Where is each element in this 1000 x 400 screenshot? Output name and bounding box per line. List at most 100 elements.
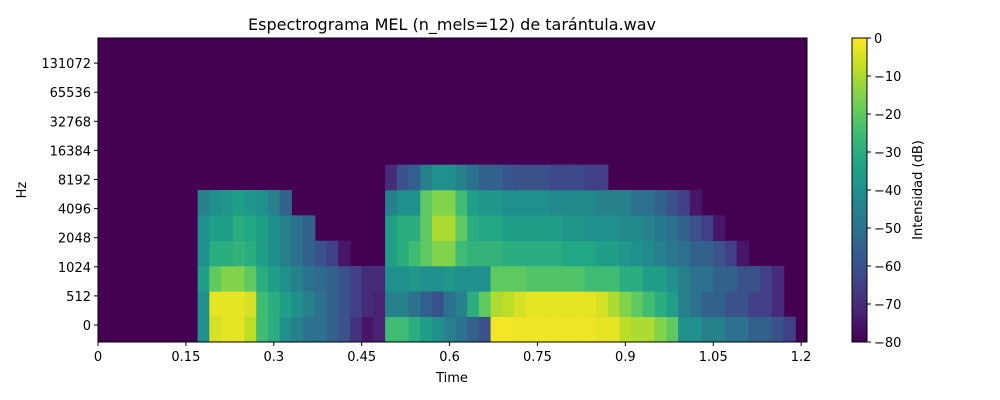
heatmap-cell (408, 190, 421, 216)
heatmap-cell (209, 240, 222, 267)
y-tick-label: 2048 (58, 232, 91, 247)
heatmap-cell (525, 190, 539, 216)
heatmap-cell (431, 215, 445, 241)
heatmap-cell (642, 215, 656, 241)
heatmap-cell (467, 266, 480, 292)
heatmap-cell (607, 215, 621, 241)
y-tick-label: 16384 (50, 144, 91, 159)
heatmap-cell (678, 266, 691, 292)
colorbar-tick-label: 0 (874, 32, 882, 47)
heatmap-cell (443, 316, 457, 343)
heatmap-cell (666, 190, 679, 216)
colorbar-tick-label: −40 (874, 184, 901, 199)
heatmap-cell (537, 291, 550, 317)
heatmap-cell (279, 266, 292, 292)
heatmap-cell (572, 215, 585, 241)
heatmap-cell (584, 240, 597, 267)
heatmap-cell (783, 316, 796, 343)
heatmap-cell (455, 164, 468, 191)
heatmap-cell (736, 291, 750, 317)
heatmap-cell (303, 291, 316, 317)
heatmap-cell (572, 316, 585, 343)
heatmap-cell (256, 190, 269, 216)
heatmap-cell (467, 215, 480, 241)
heatmap-cell (420, 240, 433, 267)
heatmap-cell (549, 215, 562, 241)
heatmap-cell (209, 316, 222, 343)
heatmap-cell (467, 190, 480, 216)
heatmap-cell (326, 240, 339, 267)
heatmap-cell (267, 291, 281, 317)
heatmap-cell (232, 266, 246, 292)
heatmap-cell (267, 266, 281, 292)
heatmap-cells (98, 38, 807, 343)
heatmap-cell (431, 164, 445, 191)
heatmap-cell (349, 266, 363, 292)
heatmap-cell (525, 240, 539, 267)
heatmap-cell (326, 316, 339, 343)
heatmap-cell (689, 215, 703, 241)
heatmap-cell (514, 240, 527, 267)
y-tick-label: 8192 (58, 174, 91, 189)
heatmap-cell (490, 215, 503, 241)
heatmap-cell (631, 215, 644, 241)
heatmap-cell (291, 291, 304, 317)
heatmap-cell (455, 190, 468, 216)
heatmap-cell (385, 291, 398, 317)
y-tick-label: 32768 (50, 115, 91, 130)
heatmap-cell (408, 240, 421, 267)
colorbar (851, 37, 868, 343)
heatmap-cell (490, 164, 503, 191)
heatmap-cell (549, 164, 562, 191)
heatmap-cell (490, 266, 503, 292)
heatmap-cell (514, 215, 527, 241)
heatmap-cell (221, 215, 234, 241)
x-tick-label: 0.6 (439, 350, 460, 365)
heatmap-cell (232, 190, 246, 216)
heatmap-cell (748, 266, 761, 292)
x-axis-label: Time (435, 371, 468, 386)
y-tick-label: 0 (83, 319, 91, 334)
heatmap-cell (244, 240, 257, 267)
heatmap-cell (326, 266, 339, 292)
heatmap-cell (678, 190, 691, 216)
heatmap-cell (596, 266, 609, 292)
heatmap-cell (209, 291, 222, 317)
heatmap-cell (385, 215, 398, 241)
heatmap-cell (455, 316, 468, 343)
heatmap-cell (537, 266, 550, 292)
heatmap-cell (502, 164, 515, 191)
y-tick-label: 512 (66, 290, 91, 305)
heatmap-cell (361, 316, 374, 343)
heatmap-cell (267, 190, 281, 216)
heatmap-cell (279, 291, 292, 317)
heatmap-cell (279, 215, 292, 241)
heatmap-cell (209, 266, 222, 292)
heatmap-cell (443, 266, 457, 292)
heatmap-cell (396, 266, 410, 292)
x-tick-label: 0.75 (523, 350, 552, 365)
heatmap-cell (256, 215, 269, 241)
heatmap-cell (631, 190, 644, 216)
heatmap-cell (478, 164, 492, 191)
heatmap-cell (689, 291, 703, 317)
heatmap-cell (607, 291, 621, 317)
heatmap-cell (607, 316, 621, 343)
heatmap-cell (303, 266, 316, 292)
heatmap-cell (396, 190, 410, 216)
heatmap-cell (584, 316, 597, 343)
heatmap-cell (619, 316, 632, 343)
heatmap-cell (267, 215, 281, 241)
heatmap-cell (385, 164, 398, 191)
heatmap-cell (514, 316, 527, 343)
heatmap-cell (256, 240, 269, 267)
heatmap-cell (244, 215, 257, 241)
heatmap-cell (232, 316, 246, 343)
heatmap-cell (232, 215, 246, 241)
heatmap-cell (713, 240, 726, 267)
heatmap-cell (408, 266, 421, 292)
heatmap-cell (385, 266, 398, 292)
heatmap-cell (408, 164, 421, 191)
y-axis-ticks: 0 512 1024 2048 4096 8192 16384 32768 65536 13107… (41, 57, 98, 334)
heatmap-cell (431, 291, 445, 317)
